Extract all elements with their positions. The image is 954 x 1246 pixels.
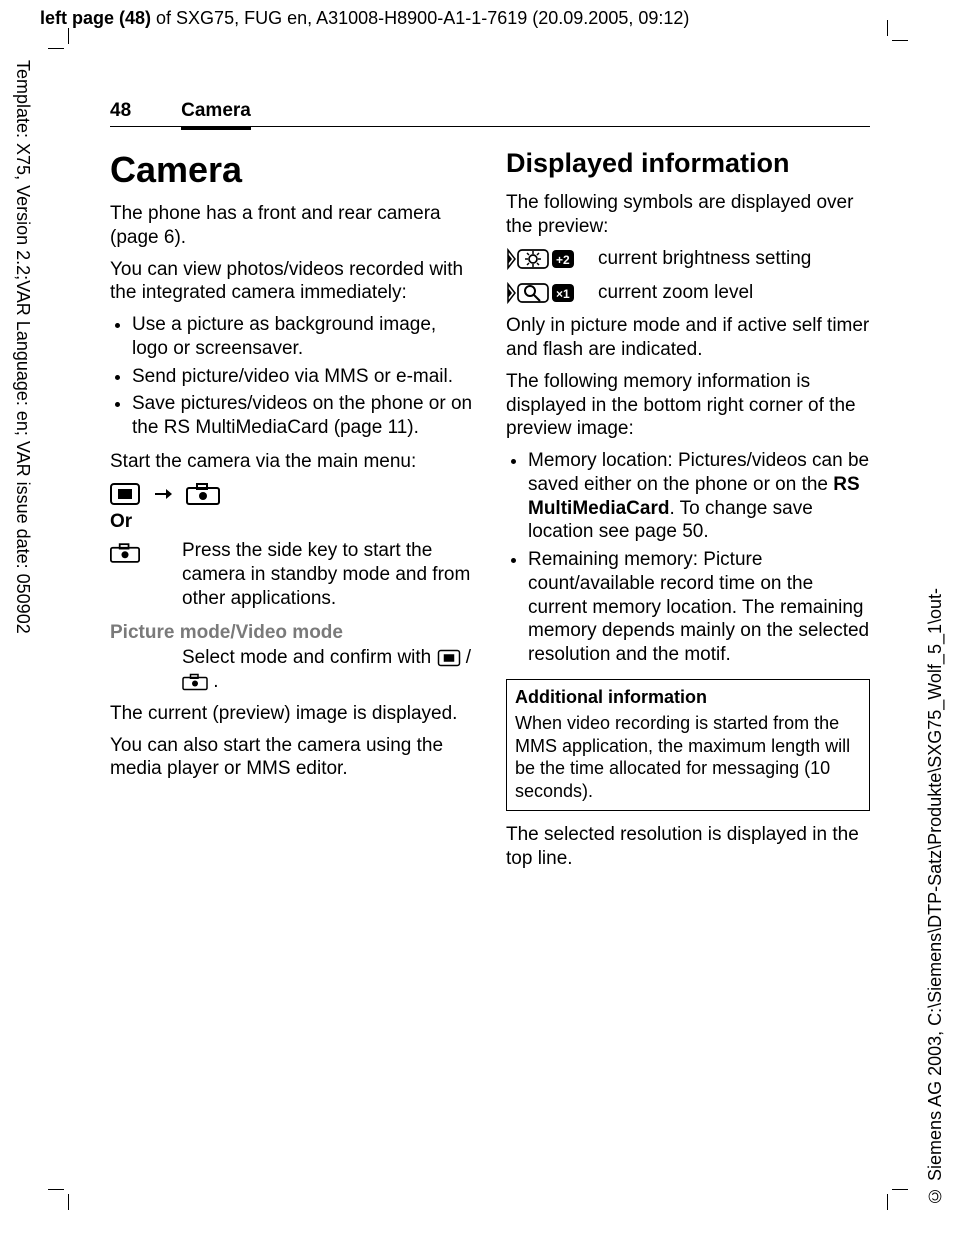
- softkey-icon: [110, 482, 140, 506]
- top-meta-bold: left page (48): [40, 8, 151, 28]
- document-page: left page (48) of SXG75, FUG en, A31008-…: [0, 0, 954, 1246]
- symbol-zoom-row: ×1 current zoom level: [506, 280, 870, 306]
- arrow-right-icon: [154, 482, 172, 506]
- left-p3: Start the camera via the main menu:: [110, 450, 474, 474]
- list-item: Save pictures/videos on the phone or on …: [132, 392, 474, 440]
- two-column-layout: Camera The phone has a front and rear ca…: [110, 141, 870, 879]
- page-running-header: 48 Camera: [110, 100, 870, 127]
- column-right: Displayed information The following symb…: [506, 141, 870, 879]
- left-p4: The current (preview) image is displayed…: [110, 702, 474, 726]
- content-area: 48 Camera Camera The phone has a front a…: [110, 100, 870, 879]
- top-meta-rest: of SXG75, FUG en, A31008-H8900-A1-1-7619…: [151, 8, 689, 28]
- column-left: Camera The phone has a front and rear ca…: [110, 141, 474, 879]
- mode-text-b: /: [466, 647, 471, 668]
- list-item: Memory location: Pictures/videos can be …: [528, 449, 870, 544]
- side-text-left: Template: X75, Version 2.2;VAR Language:…: [12, 60, 33, 634]
- mode-instruction: Select mode and confirm with /: [182, 646, 474, 694]
- list-item: Remaining memory: Picture count/availabl…: [528, 548, 870, 667]
- left-p2: You can view photos/videos recorded with…: [110, 258, 474, 306]
- camera-icon: [186, 482, 220, 506]
- heading-camera: Camera: [110, 147, 474, 192]
- left-p1: The phone has a front and rear camera (p…: [110, 202, 474, 250]
- crop-mark-bottom-left: [68, 1170, 88, 1190]
- svg-text:+2: +2: [556, 253, 570, 267]
- sidekey-text: Press the side key to start the camera i…: [182, 539, 474, 610]
- side-text-right: © Siemens AG 2003, C:\Siemens\DTP-Satz\P…: [925, 588, 946, 1206]
- right-p2: Only in picture mode and if active self …: [506, 314, 870, 362]
- menu-icon-row: [110, 482, 474, 506]
- symbol-zoom-label: current zoom level: [598, 281, 753, 305]
- info-box-title: Additional information: [515, 686, 861, 709]
- top-meta: left page (48) of SXG75, FUG en, A31008-…: [40, 8, 689, 29]
- zoom-symbol-icon: ×1: [506, 280, 578, 306]
- brightness-symbol-icon: +2: [506, 246, 578, 272]
- camera-icon: [182, 671, 213, 692]
- list-item: Use a picture as background image, logo …: [132, 313, 474, 361]
- additional-info-box: Additional information When video record…: [506, 679, 870, 812]
- svg-text:×1: ×1: [556, 287, 570, 301]
- right-p1: The following symbols are displayed over…: [506, 191, 870, 239]
- crop-mark-top-right: [868, 40, 888, 60]
- mode-text-a: Select mode and confirm with: [182, 647, 437, 668]
- sidekey-block: Press the side key to start the camera i…: [110, 539, 474, 610]
- mode-title: Picture mode/Video mode: [110, 621, 474, 645]
- or-label: Or: [110, 510, 474, 534]
- right-bullet-list: Memory location: Pictures/videos can be …: [506, 449, 870, 667]
- left-bullet-list: Use a picture as background image, logo …: [110, 313, 474, 440]
- page-number: 48: [110, 100, 131, 122]
- heading-displayed-info: Displayed information: [506, 147, 870, 181]
- right-p3: The following memory information is disp…: [506, 370, 870, 441]
- camera-icon: [110, 539, 166, 610]
- bul1a: Memory location: Pictures/videos can be …: [528, 450, 869, 495]
- right-p4: The selected resolution is displayed in …: [506, 823, 870, 871]
- crop-mark-bottom-right: [868, 1170, 888, 1190]
- crop-mark-top-left: [68, 48, 88, 68]
- mode-text-c: .: [213, 671, 218, 692]
- page-section-title: Camera: [181, 100, 251, 130]
- symbol-brightness-row: +2 current brightness setting: [506, 246, 870, 272]
- symbol-brightness-label: current brightness setting: [598, 247, 811, 271]
- left-p5: You can also start the camera using the …: [110, 734, 474, 782]
- info-box-text: When video recording is started from the…: [515, 712, 861, 802]
- softkey-icon: [437, 647, 466, 668]
- list-item: Send picture/video via MMS or e-mail.: [132, 365, 474, 389]
